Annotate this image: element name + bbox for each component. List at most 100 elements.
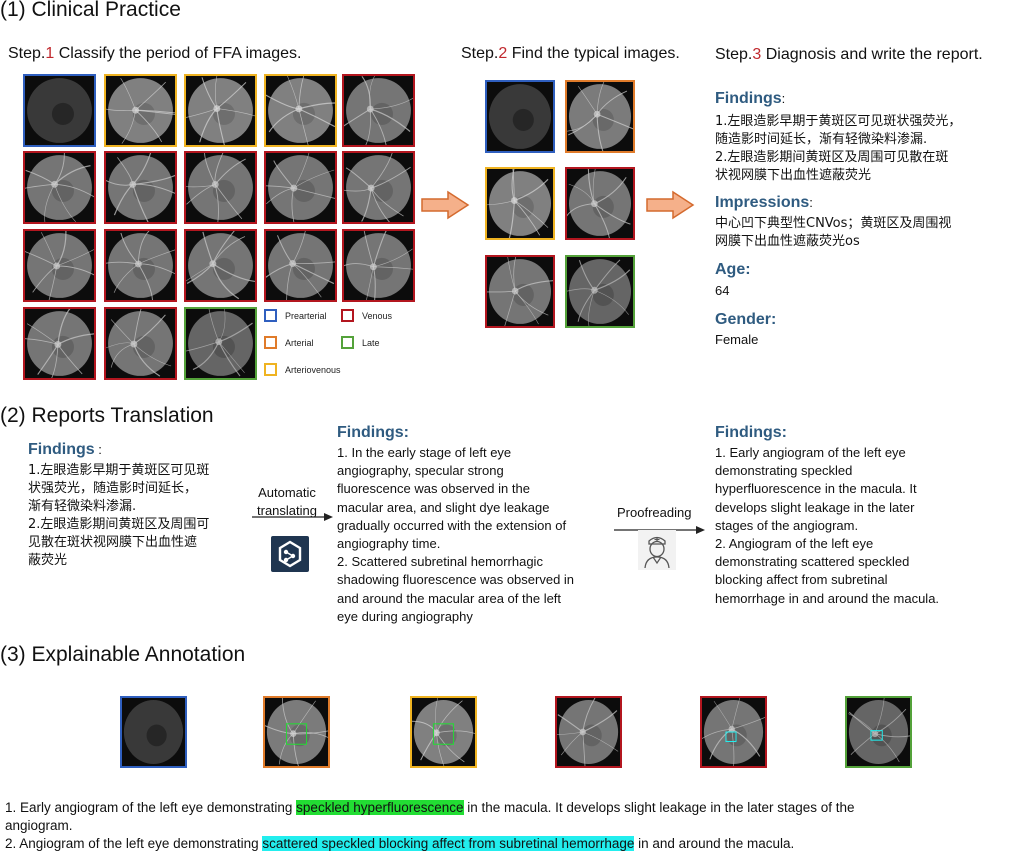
typical-thumbnail-venous bbox=[485, 255, 555, 328]
ffa-thumbnail-venous-image bbox=[106, 309, 175, 378]
legend-arterial: Arterial bbox=[264, 336, 314, 349]
typical-thumbnail-arterial-image bbox=[567, 82, 633, 151]
ffa-thumbnail-venous-image bbox=[106, 231, 175, 300]
translated-line: gradually occurred with the extension of bbox=[337, 517, 567, 533]
auto-label-line1: Automatic bbox=[258, 485, 316, 500]
annotated-thumbnail-arterial bbox=[263, 696, 330, 768]
findings-line: 1.左眼造影早期于黄斑区可见斑状强荧光， bbox=[715, 114, 962, 129]
ffa-thumbnail-venous-image bbox=[344, 76, 413, 145]
ffa-thumbnail-arteriovenous-image bbox=[106, 76, 175, 145]
ffa-thumbnail-venous-image bbox=[186, 153, 255, 222]
ffa-thumbnail-venous bbox=[264, 151, 337, 224]
annotation-sentence-2: 2. Angiogram of the left eye demonstrati… bbox=[5, 835, 794, 853]
findings-line: 状视网膜下出血性遮蔽荧光 bbox=[715, 168, 872, 183]
annotated-thumbnail-venous-image bbox=[702, 698, 765, 766]
typical-thumbnail-prearterial bbox=[485, 80, 555, 153]
findings-line: 随造影时间延长，渐有轻微染料渗漏. bbox=[715, 132, 928, 147]
sentence1-part-b: in the macula. It develops slight leakag… bbox=[463, 800, 855, 815]
ffa-thumbnail-arteriovenous bbox=[104, 74, 177, 147]
typical-thumbnail-late-image bbox=[567, 257, 633, 326]
ffa-thumbnail-venous bbox=[184, 229, 257, 302]
nurse-avatar-icon bbox=[638, 530, 676, 570]
translated-line: angiography, specular strong bbox=[337, 463, 504, 479]
typical-thumbnail-venous-image bbox=[567, 169, 633, 238]
deepl-logo-icon bbox=[278, 540, 302, 568]
ffa-thumbnail-venous bbox=[23, 151, 96, 224]
translate-arrow bbox=[252, 513, 333, 521]
ffa-thumbnail-prearterial bbox=[23, 74, 96, 147]
step1-prefix: Step. bbox=[8, 45, 46, 62]
proofread-findings-text: 1. Early angiogram of the left eye demon… bbox=[715, 444, 939, 608]
proofread-line: 2. Angiogram of the left eye bbox=[715, 536, 874, 552]
impressions-line: 中心凹下典型性CNVos；黄斑区及周围视 bbox=[715, 216, 952, 231]
ffa-thumbnail-arteriovenous-image bbox=[266, 76, 335, 145]
sentence2-part-a: 2. Angiogram of the left eye demonstrati… bbox=[5, 836, 263, 851]
ffa-thumbnail-venous bbox=[184, 151, 257, 224]
ffa-thumbnail-venous bbox=[342, 151, 415, 224]
ffa-thumbnail-venous-image bbox=[25, 309, 94, 378]
section2-title: (2) Reports Translation bbox=[0, 404, 214, 427]
age-value: 64 bbox=[715, 283, 730, 298]
step2-prefix: Step. bbox=[461, 45, 499, 62]
legend-label-venous: Venous bbox=[362, 310, 393, 321]
arrow-right-icon bbox=[252, 513, 333, 521]
step3-prefix: Step. bbox=[715, 46, 753, 63]
ffa-thumbnail-venous bbox=[104, 307, 177, 380]
impressions-label: Impressions bbox=[715, 194, 810, 211]
step1-text: Classify the period of FFA images. bbox=[54, 45, 302, 62]
translated-line: 1. In the early stage of left eye bbox=[337, 445, 512, 460]
annotated-thumbnail-prearterial bbox=[120, 696, 187, 768]
findings-line: 状强荧光，随造影时间延长， bbox=[28, 481, 198, 496]
typical-thumbnail-arteriovenous bbox=[485, 167, 555, 240]
legend-label-late: Late bbox=[362, 337, 380, 348]
step2-text: Find the typical images. bbox=[507, 45, 680, 62]
auto-label-line2: translating bbox=[257, 503, 317, 518]
annotated-thumbnail-venous-image bbox=[557, 698, 620, 766]
legend-swatch-arterial bbox=[264, 336, 277, 349]
step2-label: Step.2 Find the typical images. bbox=[461, 45, 680, 63]
translated-line: eye during angiography bbox=[337, 608, 473, 624]
translated-findings-heading: Findings: bbox=[337, 424, 409, 441]
typical-thumbnail-arterial bbox=[565, 80, 635, 153]
proofread-line: stages of the angiogram. bbox=[715, 517, 859, 533]
report-findings-text: 1.左眼造影早期于黄斑区可见斑状强荧光， 随造影时间延长，渐有轻微染料渗漏. 2… bbox=[715, 113, 961, 185]
proofread-line: develops slight leakage in the later bbox=[715, 499, 915, 515]
ffa-thumbnail-venous bbox=[104, 151, 177, 224]
findings-line: 渐有轻微染料渗漏. bbox=[28, 499, 137, 514]
impressions-colon: : bbox=[809, 195, 813, 210]
report-impressions-text: 中心凹下典型性CNVos；黄斑区及周围视 网膜下出血性遮蔽荧光os bbox=[715, 215, 951, 251]
findings-line: 2.左眼造影期间黄斑区及周围可见散在斑 bbox=[715, 150, 949, 165]
impressions-line: 网膜下出血性遮蔽荧光os bbox=[715, 234, 860, 249]
ffa-thumbnail-venous-image bbox=[25, 153, 94, 222]
ffa-thumbnail-venous-image bbox=[186, 231, 255, 300]
ffa-thumbnail-venous bbox=[23, 307, 96, 380]
legend-venous: Venous bbox=[341, 309, 392, 322]
section3-title: (3) Explainable Annotation bbox=[0, 643, 246, 666]
legend-label-arterial: Arterial bbox=[285, 337, 314, 348]
ffa-thumbnail-late bbox=[184, 307, 257, 380]
step1-number: 1 bbox=[45, 45, 55, 62]
legend-label-arteriovenous: Arteriovenous bbox=[285, 364, 341, 375]
translated-line: angiography time. bbox=[337, 536, 441, 552]
legend-late: Late bbox=[341, 336, 380, 349]
findings-label: Findings bbox=[715, 90, 782, 107]
section1-title: (1) Clinical Practice bbox=[0, 0, 181, 21]
ffa-thumbnail-venous bbox=[23, 229, 96, 302]
translated-line: fluorescence was observed in the bbox=[337, 481, 530, 497]
legend-swatch-prearterial bbox=[264, 309, 277, 322]
annotation-sentence-1-cont: angiogram. bbox=[5, 818, 73, 833]
arrow-right-icon bbox=[646, 190, 695, 220]
chinese-findings-text: 1.左眼造影早期于黄斑区可见斑 状强荧光，随造影时间延长， 渐有轻微染料渗漏. … bbox=[28, 462, 209, 570]
ffa-thumbnail-venous bbox=[342, 74, 415, 147]
annotated-thumbnail-late-image bbox=[847, 698, 910, 766]
ffa-thumbnail-venous-image bbox=[266, 153, 335, 222]
report-impressions-heading: Impressions: bbox=[715, 194, 813, 212]
ffa-thumbnail-prearterial-image bbox=[25, 76, 94, 145]
translated-line: macular area, and slight dye leakage bbox=[337, 499, 550, 515]
typical-thumbnail-venous bbox=[565, 167, 635, 240]
proofread-line: 1. Early angiogram of the left eye bbox=[715, 445, 906, 460]
translated-line: 2. Scattered subretinal hemorrhagic bbox=[337, 554, 543, 570]
legend-prearterial: Prearterial bbox=[264, 309, 327, 322]
legend-swatch-arteriovenous bbox=[264, 363, 277, 376]
doctor-icon bbox=[644, 536, 670, 569]
